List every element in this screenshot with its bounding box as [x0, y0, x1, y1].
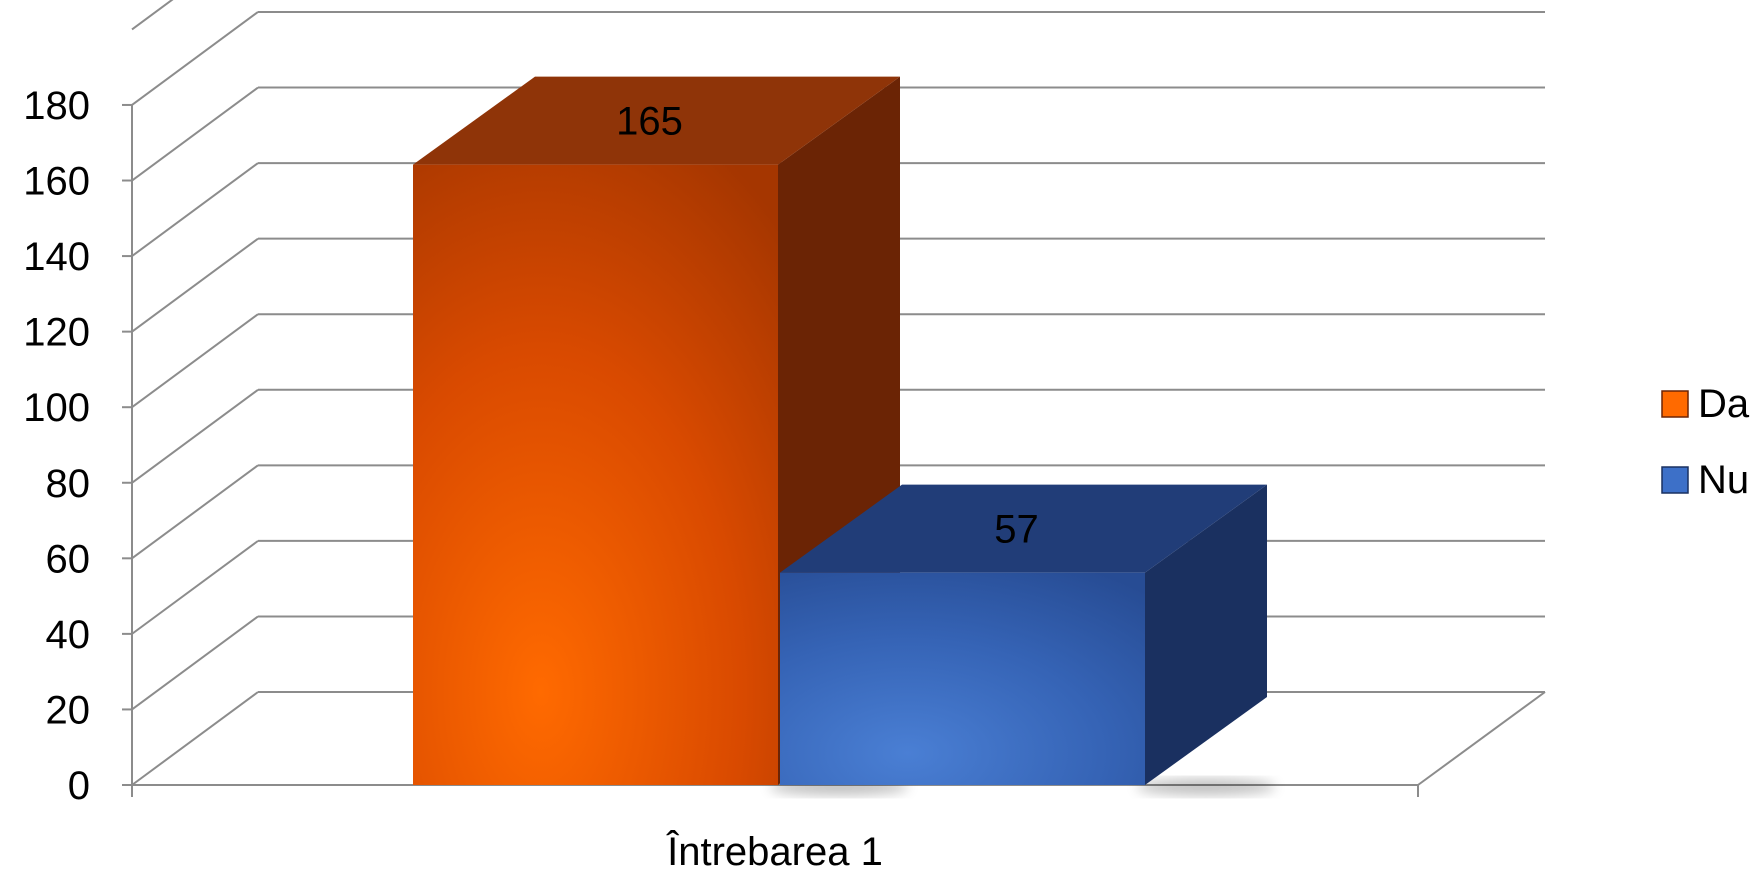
bars: [413, 76, 1276, 795]
bar-top-da: [413, 76, 900, 165]
y-tick-label: 140: [23, 235, 90, 279]
side-gridline: [131, 11, 259, 106]
y-tick-label: 180: [23, 84, 90, 128]
bar-side-nu: [1145, 484, 1267, 785]
side-gridline: [131, 237, 259, 333]
side-gridline: [131, 540, 259, 635]
data-labels: 165 57: [616, 100, 1039, 552]
y-tick-label: 0: [68, 764, 90, 808]
y-tick-label: 40: [46, 613, 91, 657]
side-gridline: [131, 313, 259, 409]
y-tick-label: 100: [23, 386, 90, 430]
floor-edge: [1417, 691, 1546, 786]
data-label: 165: [616, 100, 683, 144]
bar-front-da: [413, 164, 778, 785]
y-tick-label: 60: [46, 537, 91, 581]
data-label: 57: [994, 508, 1039, 552]
bar-top-nu: [780, 484, 1267, 573]
legend: Da Nu: [1661, 382, 1750, 502]
legend-swatch-nu: [1661, 466, 1689, 494]
legend-swatch-da: [1661, 390, 1689, 418]
bar-front-nu: [780, 572, 1145, 785]
y-tick-label: 160: [23, 160, 90, 204]
side-gridline: [131, 691, 259, 786]
side-gridline: [131, 0, 174, 31]
y-tick-label: 120: [23, 311, 90, 355]
side-gridline: [131, 162, 259, 257]
y-tick-label: 20: [46, 688, 91, 732]
legend-label-da: Da: [1698, 382, 1750, 426]
side-gridline: [131, 464, 259, 560]
y-tick-label: 80: [46, 462, 91, 506]
bar-shadow: [1136, 779, 1276, 795]
side-gridline: [131, 615, 259, 711]
side-gridline: [131, 86, 259, 182]
legend-label-nu: Nu: [1698, 458, 1749, 502]
side-gridline: [131, 388, 259, 484]
y-axis: 0 20 40 60 80 100 120 140 160 180: [23, 84, 1419, 808]
x-axis: Întrebarea 1: [666, 829, 883, 874]
x-tick-label: Întrebarea 1: [666, 829, 883, 874]
